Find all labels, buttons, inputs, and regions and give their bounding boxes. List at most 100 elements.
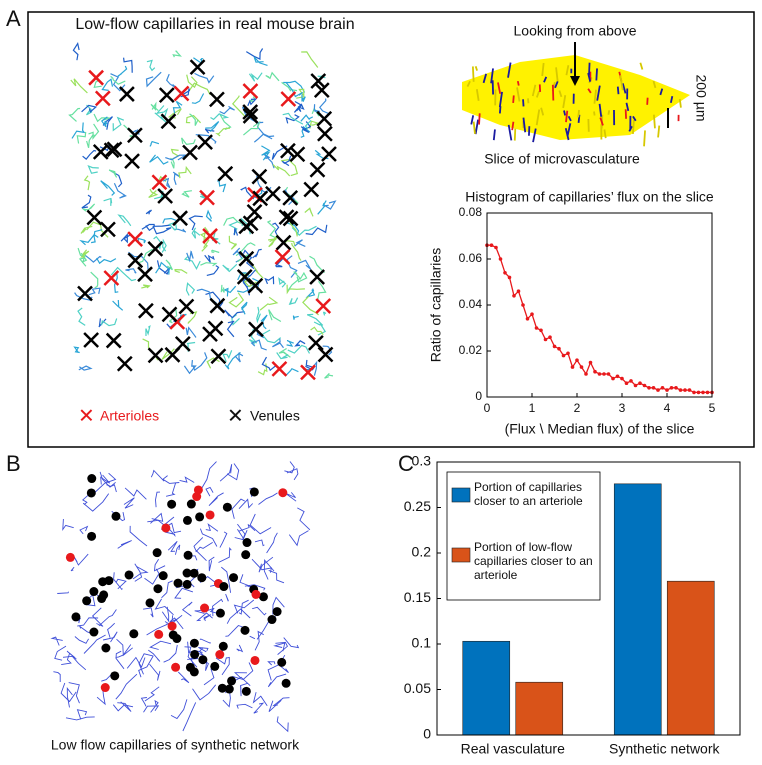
vessel-marker bbox=[124, 153, 140, 169]
synthetic-node bbox=[124, 570, 134, 580]
slice-vessel bbox=[512, 95, 515, 103]
synthetic-node bbox=[167, 499, 177, 509]
y-tick-label: 0.08 bbox=[459, 205, 483, 219]
slice-vessel bbox=[577, 114, 581, 123]
synthetic-node bbox=[218, 641, 228, 651]
capillary bbox=[210, 113, 230, 121]
synthetic-capillary bbox=[254, 630, 264, 651]
data-point bbox=[615, 374, 620, 379]
synthetic-capillary bbox=[236, 703, 253, 709]
y-tick-label: 0.15 bbox=[404, 589, 431, 605]
capillary bbox=[226, 320, 235, 338]
slice-vessel bbox=[482, 73, 487, 84]
capillary bbox=[178, 165, 192, 179]
synthetic-capillary bbox=[115, 647, 133, 658]
capillary bbox=[86, 221, 109, 238]
data-point bbox=[584, 372, 588, 376]
capillary bbox=[268, 237, 278, 248]
capillary bbox=[141, 284, 151, 289]
vessel-marker bbox=[251, 168, 268, 185]
capillary bbox=[192, 352, 208, 372]
synthetic-node bbox=[71, 612, 81, 622]
y-tick-label: 0.04 bbox=[459, 297, 483, 311]
synthetic-capillary bbox=[238, 524, 256, 532]
synthetic-capillary bbox=[83, 634, 106, 654]
slice-vessel bbox=[474, 66, 478, 71]
synthetic-capillary bbox=[199, 638, 211, 644]
vessel-marker bbox=[94, 90, 111, 107]
x-tick-label: 5 bbox=[709, 401, 716, 415]
capillary bbox=[76, 131, 87, 144]
vessel-marker bbox=[178, 298, 195, 315]
synthetic-capillary bbox=[62, 518, 74, 532]
synthetic-capillary bbox=[117, 701, 132, 712]
synthetic-capillary bbox=[276, 716, 289, 733]
capillary bbox=[200, 262, 218, 267]
capillary bbox=[271, 145, 288, 160]
vessel-marker bbox=[315, 298, 332, 314]
vessel-marker bbox=[103, 142, 120, 159]
capillary bbox=[276, 352, 289, 360]
capillary bbox=[83, 253, 102, 263]
vessel-marker bbox=[278, 209, 295, 225]
capillary bbox=[81, 194, 92, 209]
vessel-marker bbox=[282, 210, 299, 227]
vessel-marker bbox=[246, 203, 263, 220]
x-tick-label: 1 bbox=[529, 401, 536, 415]
capillary bbox=[222, 350, 233, 363]
capillary bbox=[287, 271, 301, 291]
capillary bbox=[113, 182, 127, 199]
capillary bbox=[222, 263, 238, 273]
capillary bbox=[274, 258, 284, 268]
vessel-marker bbox=[321, 146, 337, 162]
capillary bbox=[161, 348, 175, 360]
data-point bbox=[543, 337, 548, 342]
vessel-marker bbox=[173, 85, 190, 102]
slice-vessel bbox=[599, 117, 604, 126]
synthetic-capillary bbox=[252, 692, 268, 707]
synthetic-capillary bbox=[219, 531, 228, 548]
capillary bbox=[294, 239, 306, 247]
capillary bbox=[77, 307, 86, 326]
vessel-marker bbox=[242, 108, 259, 124]
synthetic-capillary bbox=[76, 709, 88, 720]
capillary bbox=[297, 259, 312, 270]
capillary bbox=[322, 345, 333, 356]
synthetic-capillary bbox=[124, 487, 147, 500]
synthetic-capillary bbox=[231, 498, 246, 519]
capillary bbox=[155, 261, 170, 275]
synthetic-capillary bbox=[232, 662, 254, 681]
capillary bbox=[306, 313, 324, 326]
capillary bbox=[185, 282, 196, 296]
synthetic-capillary bbox=[150, 699, 159, 713]
synthetic-capillary bbox=[181, 601, 193, 617]
synthetic-node bbox=[205, 510, 215, 520]
capillary bbox=[174, 268, 188, 274]
synthetic-capillary bbox=[234, 523, 246, 541]
synthetic-capillary bbox=[283, 637, 300, 649]
capillary bbox=[272, 164, 291, 177]
synthetic-node bbox=[224, 684, 234, 694]
y-tick-label: 0.06 bbox=[459, 251, 483, 265]
synthetic-capillary bbox=[147, 516, 175, 526]
slice-vessel bbox=[603, 129, 607, 139]
capillary bbox=[211, 249, 220, 254]
capillary bbox=[88, 287, 101, 296]
slice-vessel bbox=[678, 98, 682, 108]
arrow-head bbox=[570, 76, 580, 86]
synthetic-capillary bbox=[70, 566, 75, 572]
synthetic-node bbox=[215, 650, 225, 660]
capillary bbox=[303, 360, 318, 376]
capillary bbox=[305, 224, 328, 236]
capillary bbox=[300, 121, 312, 134]
synthetic-capillary bbox=[115, 673, 138, 700]
synthetic-node bbox=[241, 686, 251, 696]
capillary bbox=[93, 113, 110, 123]
synthetic-capillary bbox=[272, 596, 285, 615]
synthetic-node bbox=[153, 584, 163, 594]
synthetic-capillary bbox=[267, 673, 287, 688]
vessel-marker bbox=[88, 69, 104, 86]
slice-vessel bbox=[643, 130, 646, 147]
synthetic-node bbox=[219, 582, 229, 592]
vessel-marker bbox=[289, 146, 306, 163]
